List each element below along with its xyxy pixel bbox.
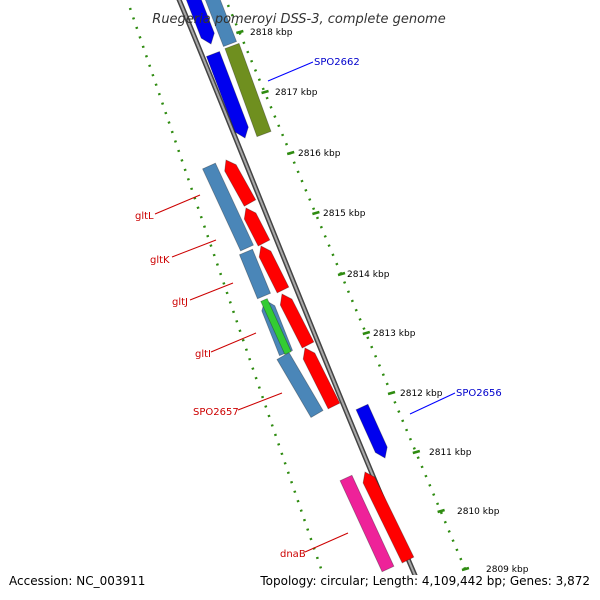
- gene-label-glti[interactable]: gltI: [195, 349, 211, 360]
- gene-feature-red[interactable]: [279, 293, 315, 349]
- tick-mark: [461, 566, 470, 572]
- tick-mark: [261, 89, 269, 95]
- tick-label: 2810 kbp: [457, 507, 500, 517]
- tick-mark: [362, 330, 371, 336]
- tick-mark: [437, 508, 445, 514]
- gene-feature-red[interactable]: [302, 347, 341, 410]
- gene-label-spo2656[interactable]: SPO2656: [456, 388, 502, 399]
- tick-mark: [312, 210, 320, 216]
- gene-label-spo2657[interactable]: SPO2657: [193, 407, 239, 418]
- gene-feature-spo2662[interactable]: [224, 42, 272, 138]
- map-body: [128, 0, 470, 575]
- tick-mark: [286, 150, 295, 156]
- gene-labels: SPO2662 SPO2656 gltL gltK gltJ gltI SPO2…: [135, 57, 502, 560]
- tick-mark: [412, 449, 421, 455]
- gene-feature-gltl[interactable]: [202, 162, 254, 252]
- tick-mark: [236, 29, 244, 35]
- gene-feature-red[interactable]: [224, 159, 257, 207]
- inner-dotted-guide: [128, 7, 325, 575]
- gene-feature-gltk[interactable]: [238, 248, 272, 300]
- dotted-guides: [128, 4, 470, 575]
- label-leaders: [154, 61, 456, 553]
- gene-feature-glti[interactable]: [276, 351, 324, 419]
- gene-feature-red[interactable]: [362, 471, 415, 564]
- gene-feature-spo2656[interactable]: [355, 403, 388, 459]
- gene-feature-red[interactable]: [258, 245, 290, 294]
- tick-label: 2816 kbp: [298, 149, 341, 159]
- gene-feature-dnab[interactable]: [339, 474, 395, 573]
- tick-label: 2817 kbp: [275, 88, 318, 98]
- tick-label: 2811 kbp: [429, 448, 472, 458]
- tick-label: 2818 kbp: [250, 28, 293, 38]
- gene-label-gltl[interactable]: gltL: [135, 211, 154, 222]
- leader-spo2656: [409, 392, 456, 415]
- tick-labels: 2818 kbp 2817 kbp 2816 kbp 2815 kbp 2814…: [250, 28, 529, 575]
- leader-dnab: [304, 532, 349, 553]
- leader-gltl: [154, 194, 201, 215]
- gene-label-gltk[interactable]: gltK: [150, 255, 170, 266]
- tick-label: 2813 kbp: [373, 329, 416, 339]
- tick-label: 2814 kbp: [347, 270, 390, 280]
- gene-feature-green[interactable]: [260, 298, 292, 355]
- gene-features: [184, 0, 415, 573]
- gene-feature-blue[interactable]: [205, 50, 249, 139]
- tick-mark: [337, 271, 346, 277]
- gene-label-dnab[interactable]: dnaB: [280, 549, 306, 560]
- gene-label-spo2662[interactable]: SPO2662: [314, 57, 360, 68]
- tick-label: 2815 kbp: [323, 209, 366, 219]
- tick-label: 2809 kbp: [486, 565, 529, 575]
- leader-spo2657: [237, 392, 283, 411]
- leader-gltj: [189, 282, 234, 301]
- tick-label: 2812 kbp: [400, 389, 443, 399]
- genome-summary-text: Topology: circular; Length: 4,109,442 bp…: [260, 574, 590, 588]
- tick-mark: [387, 390, 396, 396]
- map-title: Ruegeria pomeroyi DSS-3, complete genome: [152, 12, 445, 27]
- gene-label-gltj[interactable]: gltJ: [172, 297, 188, 308]
- accession-text: Accession: NC_003911: [9, 574, 146, 588]
- gene-feature-red[interactable]: [243, 207, 271, 247]
- gene-feature-blue[interactable]: [184, 0, 215, 45]
- leader-glti: [210, 332, 257, 353]
- leader-spo2662: [267, 61, 314, 82]
- leader-gltk: [171, 239, 217, 258]
- gene-feature-steelblue[interactable]: [203, 0, 238, 48]
